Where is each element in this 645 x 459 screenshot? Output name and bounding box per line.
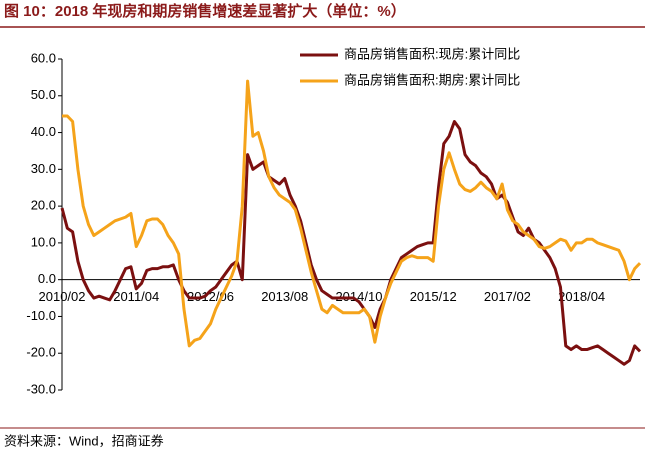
series-line [62,79,642,348]
y-tick-label: 50.0 [31,87,56,102]
x-tick-label: 2014/10 [335,289,382,304]
x-tick-label: 2015/12 [410,289,457,304]
x-tick-label: 2017/02 [484,289,531,304]
x-tick-label: 2011/04 [113,289,159,304]
x-tick-label: 2018/04 [558,289,605,304]
y-tick-label: 10.0 [31,234,56,249]
y-tick-label: 60.0 [31,50,56,65]
x-tick-label: 2013/08 [261,289,308,304]
chart-title: 图 10：2018 年现房和期房销售增速差显著扩大（单位：%） [4,2,406,20]
legend-label: 商品房销售面积:现房:累计同比 [344,46,520,61]
x-tick-label: 2010/02 [39,289,86,304]
y-tick-label: -20.0 [26,345,56,360]
y-tick-label: -10.0 [26,308,56,323]
y-tick-label: -30.0 [26,381,56,396]
source: 资料来源：Wind，招商证券 [4,433,164,448]
y-tick-label: 20.0 [31,198,56,213]
y-tick-label: 0.0 [38,271,56,286]
y-tick-label: 40.0 [31,124,56,139]
legend-label: 商品房销售面积:期房:累计同比 [344,72,520,87]
y-tick-label: 30.0 [31,161,56,176]
